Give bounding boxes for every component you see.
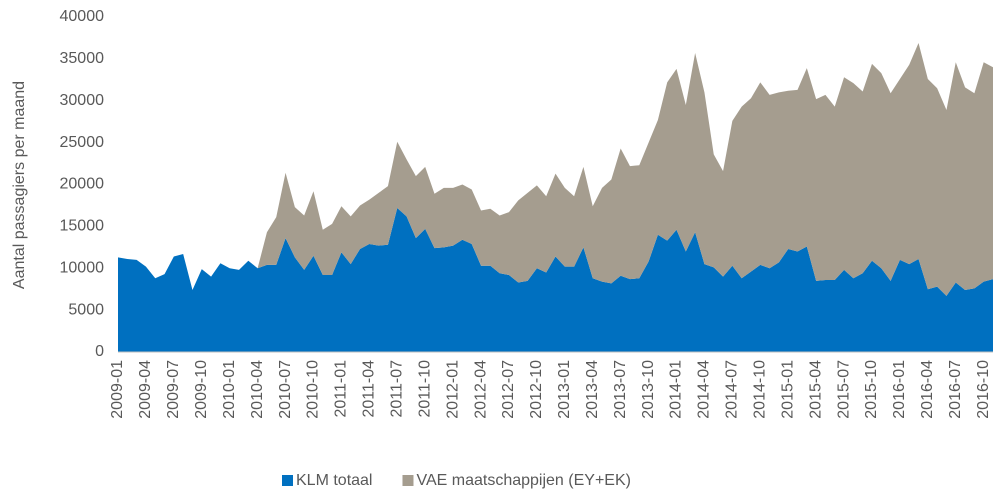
x-tick-label: 2010-04 — [249, 360, 266, 419]
legend-label: KLM totaal — [296, 472, 372, 489]
y-tick-label: 10000 — [60, 259, 105, 276]
x-tick-label: 2013-10 — [640, 360, 657, 419]
x-tick-label: 2009-07 — [165, 360, 182, 419]
x-tick-label: 2012-04 — [472, 360, 489, 419]
x-tick-label: 2012-07 — [500, 360, 517, 419]
x-tick-label: 2014-04 — [696, 360, 713, 419]
x-tick-label: 2014-07 — [724, 360, 741, 419]
y-tick-label: 30000 — [60, 92, 105, 109]
x-tick-label: 2016-07 — [947, 360, 964, 419]
y-tick-label: 40000 — [60, 8, 105, 25]
x-tick-label: 2015-04 — [807, 360, 824, 419]
x-tick-label: 2013-01 — [556, 360, 573, 419]
y-tick-label: 5000 — [68, 301, 104, 318]
x-tick-label: 2012-10 — [528, 360, 545, 419]
legend-label: VAE maatschappijen (EY+EK) — [416, 472, 630, 489]
x-tick-label: 2010-01 — [221, 360, 238, 419]
y-tick-label: 0 — [95, 343, 104, 360]
x-tick-label: 2013-04 — [584, 360, 601, 419]
y-axis-label: Aantal passagiers per maand — [11, 81, 28, 289]
x-tick-label: 2016-10 — [975, 360, 992, 419]
x-tick-label: 2013-07 — [612, 360, 629, 419]
x-tick-label: 2015-07 — [835, 360, 852, 419]
x-tick-label: 2010-07 — [277, 360, 294, 419]
x-tick-label: 2011-10 — [416, 360, 433, 418]
y-tick-label: 20000 — [60, 176, 105, 193]
area — [118, 42, 993, 296]
x-tick-label: 2009-10 — [193, 360, 210, 419]
x-tick-label: 2014-01 — [668, 360, 685, 419]
legend-swatch — [402, 475, 414, 486]
x-tick-label: 2016-04 — [919, 360, 936, 419]
y-tick-label: 15000 — [60, 218, 105, 235]
x-tick-label: 2011-01 — [333, 360, 350, 418]
x-tick-label: 2014-10 — [752, 360, 769, 419]
x-tick-label: 2015-01 — [779, 360, 796, 419]
x-tick-label: 2016-01 — [891, 360, 908, 419]
x-tick-label: 2009-01 — [109, 360, 126, 419]
x-tick-label: 2009-04 — [137, 360, 154, 419]
x-tick-label: 2011-04 — [361, 360, 378, 418]
area — [118, 207, 993, 352]
x-tick-label: 2010-10 — [305, 360, 322, 419]
y-tick-label: 35000 — [60, 50, 105, 67]
x-tick-label: 2015-10 — [863, 360, 880, 419]
x-tick-label: 2012-01 — [444, 360, 461, 419]
x-tick-label: 2011-07 — [388, 360, 405, 418]
y-tick-label: 25000 — [60, 134, 105, 151]
legend-swatch — [282, 475, 293, 486]
